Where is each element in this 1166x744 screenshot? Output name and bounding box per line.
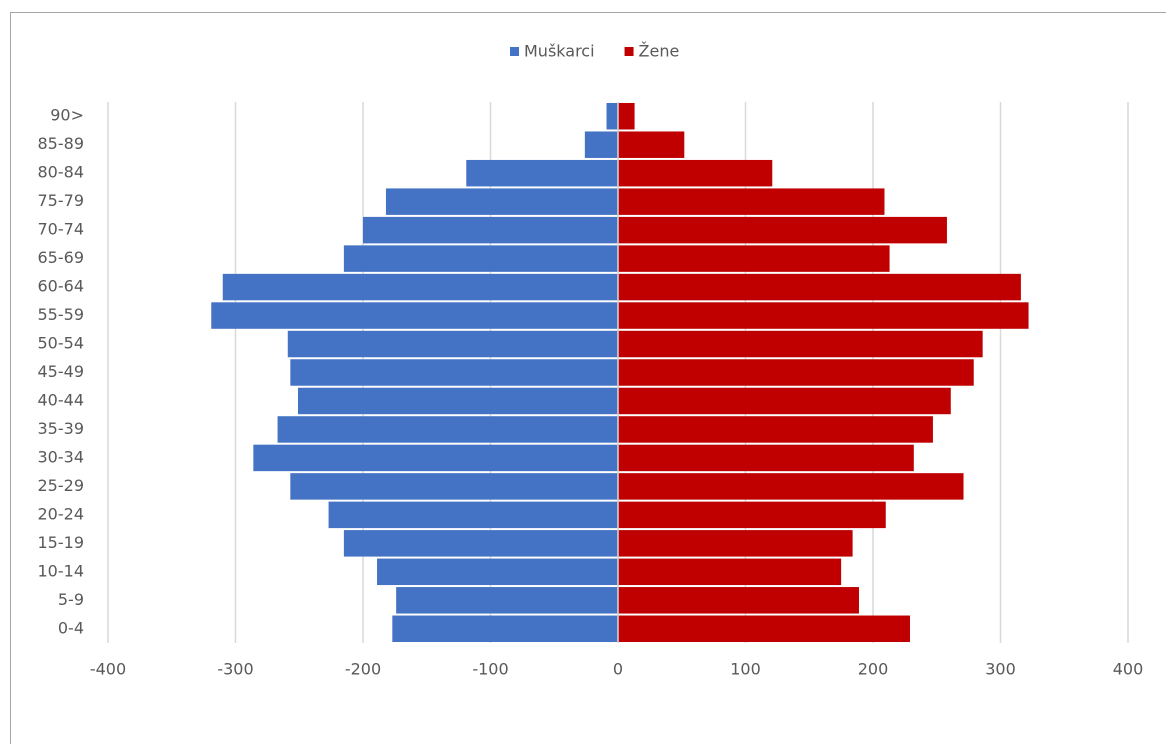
x-tick-label: -100: [472, 660, 508, 679]
x-tick-label: 200: [858, 660, 889, 679]
bar: [618, 302, 1029, 329]
y-tick-label: 30-34: [38, 447, 85, 466]
bar: [618, 416, 933, 443]
x-tick-label: 300: [985, 660, 1016, 679]
y-tick-label: 35-39: [38, 419, 85, 438]
bar: [606, 103, 618, 130]
bar: [618, 473, 964, 500]
bar: [277, 416, 618, 443]
bar: [618, 273, 1021, 301]
y-tick-label: 60-64: [38, 277, 85, 296]
legend-swatch: [624, 47, 634, 56]
bars: [211, 102, 1029, 643]
bar: [618, 615, 910, 642]
y-tick-label: 15-19: [38, 533, 85, 552]
x-tick-label: -200: [345, 660, 381, 679]
bar: [618, 159, 773, 187]
legend-label: Muškarci: [524, 42, 595, 61]
bar: [618, 245, 890, 272]
x-tick-label: 100: [730, 660, 761, 679]
legend-label: Žene: [639, 42, 680, 61]
x-tick-label: 0: [613, 660, 623, 679]
y-tick-label: 25-29: [38, 476, 85, 495]
y-tick-label: 65-69: [38, 248, 85, 267]
y-tick-label: 50-54: [38, 334, 85, 353]
bar: [584, 131, 618, 158]
bar: [287, 330, 618, 358]
y-tick-label: 5-9: [58, 590, 84, 609]
bar: [377, 558, 618, 586]
x-tick-label: -300: [217, 660, 253, 679]
bar: [297, 387, 618, 415]
y-tick-label: 70-74: [38, 220, 85, 239]
bar: [618, 530, 853, 557]
bar: [222, 273, 618, 301]
bar: [618, 131, 685, 158]
bar: [290, 473, 618, 500]
bar: [363, 216, 618, 244]
bar: [618, 216, 947, 244]
bar: [385, 188, 618, 215]
bar: [618, 103, 635, 130]
bar: [618, 330, 983, 358]
bar: [466, 159, 618, 187]
bar: [618, 587, 859, 614]
y-tick-label: 20-24: [38, 504, 85, 523]
bar: [343, 245, 618, 272]
bar: [211, 302, 618, 329]
y-tick-label: 40-44: [38, 390, 85, 409]
bar: [343, 530, 618, 557]
x-tick-label: 400: [1113, 660, 1144, 679]
y-tick-label: 10-14: [38, 561, 85, 580]
bar: [618, 501, 886, 529]
y-tick-label: 55-59: [38, 305, 85, 324]
y-tick-label: 80-84: [38, 163, 85, 182]
bar: [253, 444, 618, 472]
y-tick-label: 0-4: [58, 618, 84, 637]
bar: [618, 387, 951, 415]
bar: [618, 444, 914, 472]
x-tick-label: -400: [90, 660, 126, 679]
bar: [290, 359, 618, 386]
bar: [328, 501, 618, 529]
y-tick-label: 90>: [50, 106, 84, 125]
bar: [396, 587, 618, 614]
y-tick-label: 85-89: [38, 134, 85, 153]
labels: -400 -300 -200 -100 0 100 200 300 400 0-4 5-9 10-14…: [38, 42, 1144, 679]
bar: [618, 359, 974, 386]
bar: [392, 615, 618, 642]
y-tick-label: 45-49: [38, 362, 85, 381]
legend-swatch: [510, 47, 519, 56]
y-tick-label: 75-79: [38, 191, 85, 210]
bar: [618, 188, 885, 215]
bar: [618, 558, 842, 586]
